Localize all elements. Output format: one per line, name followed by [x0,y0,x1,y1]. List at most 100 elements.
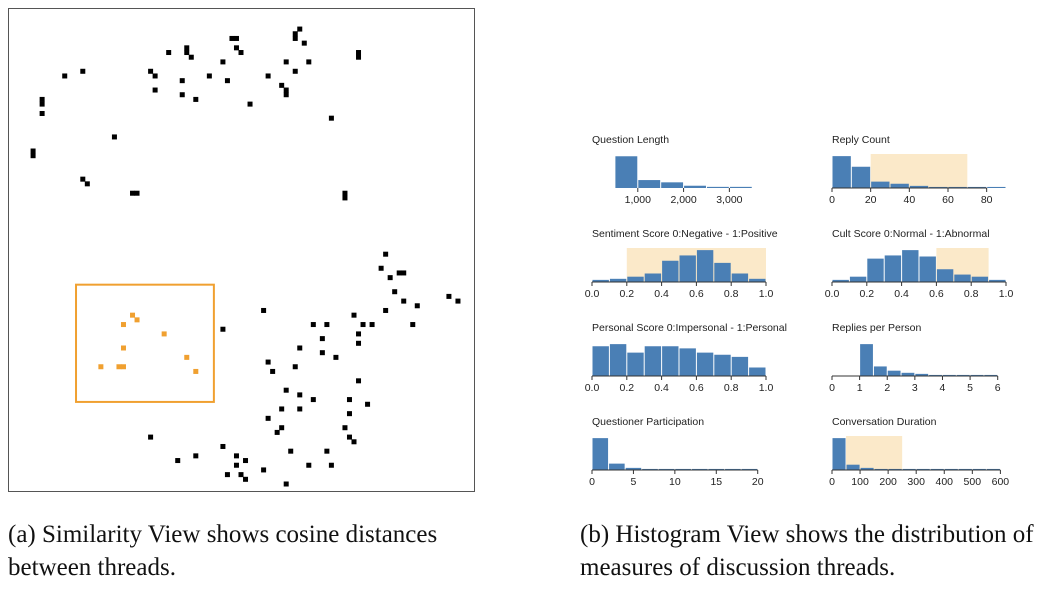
thread-point [446,293,452,299]
x-tick-label: 0.8 [964,288,979,300]
thread-point [319,350,325,356]
x-tick-label: 300 [907,476,925,488]
similarity-scatter-plot [30,26,461,487]
thread-point [224,472,230,478]
histogram-bar [984,374,998,376]
thread-point [378,265,384,271]
thread-point [152,87,158,93]
thread-point [392,289,398,295]
thread-point [292,35,298,41]
histogram-bar [832,438,846,470]
thread-point [328,462,334,468]
x-tick-label: 0.2 [619,382,634,394]
x-tick-label: 400 [935,476,953,488]
selected-thread-point [116,364,122,370]
thread-point [233,35,239,41]
histogram-bar [890,183,909,188]
thread-point [224,78,230,84]
histogram-cult-score: Cult Score 0:Normal - 1:Abnormal 0.0 0.2 0… [820,228,1014,300]
thread-point [324,322,330,328]
caption-similarity-view: (a) Similarity View shows cosine distanc… [8,521,438,581]
histogram-bar [846,464,860,470]
thread-point [356,340,362,346]
histogram-bar [936,269,954,282]
filter-highlight [846,436,903,470]
histogram-bar [658,468,675,470]
histogram-bar [956,374,970,376]
thread-point [233,462,239,468]
thread-point [243,458,249,464]
thread-point [333,354,339,360]
histogram-bar [675,468,691,470]
histogram-svg: 0.0 0.2 0.4 0.6 0.8 1.0 [825,248,1013,300]
x-tick-label: 0.8 [724,382,739,394]
histogram-bar [609,344,627,376]
x-tick-label: 3,000 [716,194,742,206]
thread-point [310,322,316,328]
thread-point [184,45,190,51]
histogram-svg: 0 1 2 3 4 5 6 [829,344,1001,394]
histogram-bar [662,260,679,282]
histogram-bar [987,186,1006,188]
x-tick-label: 5 [967,382,973,394]
thread-point [401,270,407,276]
x-tick-label: 0 [589,476,595,488]
thread-point [306,462,312,468]
histogram-bar [874,468,888,470]
thread-point [283,92,289,98]
x-tick-label: 0.4 [894,288,909,300]
thread-point [346,397,352,403]
histogram-bar [644,273,662,282]
histogram-bar [989,279,1006,282]
histogram-bar [662,346,679,376]
thread-point [188,54,194,60]
histogram-bar [867,258,884,282]
histogram-conversation-duration: Conversation Duration 0 100 200 300 400 500 60… [820,416,1010,488]
x-tick-label: 3 [912,382,918,394]
thread-point [166,50,172,56]
thread-point [410,322,416,328]
histogram-svg: 0 100 200 300 400 500 600 [829,436,1009,488]
selected-thread-point [193,368,199,374]
histogram-bar [967,186,987,188]
histogram-svg: 0.0 0.2 0.4 0.6 0.8 1.0 [585,344,773,394]
thread-point [383,307,389,313]
thread-point [265,359,271,365]
x-tick-label: 80 [981,194,993,206]
thread-point [351,312,357,318]
x-tick-label: 1,000 [625,194,651,206]
histogram-bar [873,366,887,376]
thread-point [175,458,181,464]
histogram-bar [749,367,766,376]
thread-point [383,251,389,257]
selected-thread-point [120,345,126,351]
x-tick-label: 1.0 [999,288,1014,300]
thread-point [360,322,366,328]
thread-point [206,73,212,79]
x-tick-label: 0 [829,194,835,206]
selected-thread-point [120,322,126,328]
x-tick-label: 40 [903,194,915,206]
histogram-title: Replies per Person [832,322,922,334]
thread-point [342,425,348,431]
histogram-svg: 1,000 2,000 3,000 [615,156,752,206]
x-tick-label: 60 [942,194,954,206]
thread-point [387,275,393,281]
thread-point [414,303,420,309]
thread-point [220,59,226,65]
x-tick-label: 20 [865,194,877,206]
thread-point [369,322,375,328]
histogram-bar [930,468,944,470]
histogram-title: Question Length [592,134,670,146]
x-tick-label: 20 [752,476,764,488]
thread-point [261,467,267,473]
x-tick-label: 5 [631,476,637,488]
thread-point [84,181,90,187]
selected-thread-point [120,364,126,370]
histogram-bar [871,181,890,188]
thread-point [265,73,271,79]
histogram-bar [691,468,708,470]
thread-point [346,411,352,417]
thread-point [238,472,244,478]
thread-point [396,270,402,276]
